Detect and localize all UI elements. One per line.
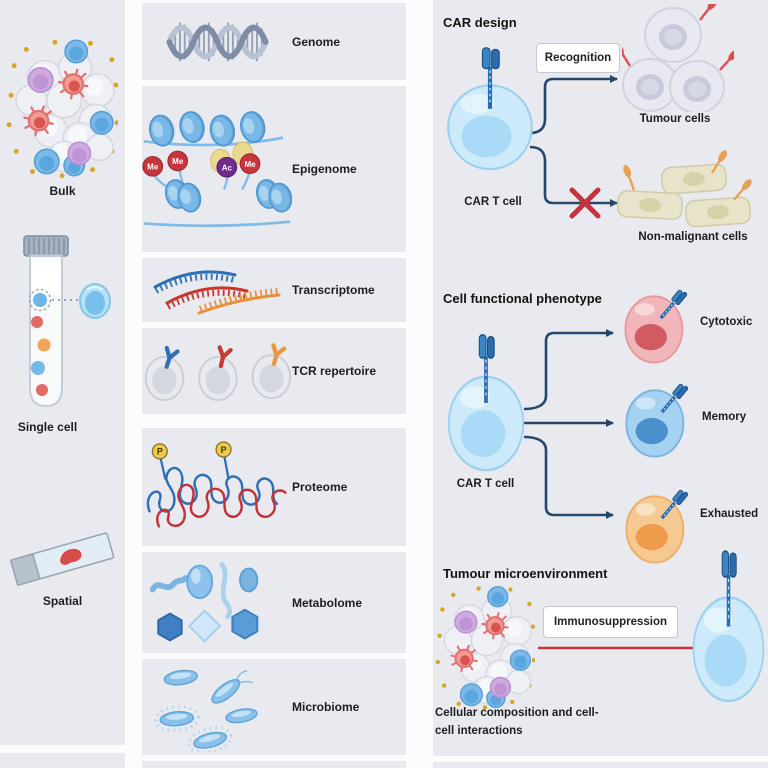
car-design-title: CAR design [443, 15, 517, 30]
recognition-box: Recognition [536, 43, 620, 73]
car-t-cell-label: CAR T cell [464, 196, 522, 208]
proteome-label: Proteome [292, 480, 348, 494]
svg-text:Me: Me [172, 157, 184, 166]
tumour-cells-icon [622, 4, 734, 112]
tcr-row: TCR repertoire [142, 328, 406, 414]
exhausted-cell-icon [621, 480, 698, 565]
exhausted-label: Exhausted [700, 508, 759, 520]
car-t-cell-icon-2 [445, 332, 527, 472]
microenvironment-caption: Cellular composition and cell-cell inter… [435, 707, 599, 738]
samples-panel-next [0, 753, 125, 768]
tumour-cells-label: Tumour cells [639, 113, 711, 125]
svg-text:Me: Me [147, 162, 159, 171]
single-cell-label: Single cell [17, 420, 78, 434]
non-malignant-cells-label: Non-malignant cells [638, 231, 748, 243]
microenvironment-title: Tumour microenvironment [443, 566, 608, 581]
microbiome-label: Microbiome [292, 700, 360, 714]
memory-cell-icon [621, 374, 698, 459]
dna-icon [165, 22, 269, 61]
epigenome-row: Me Me Ac Me Epigenome [142, 86, 406, 252]
immunosuppression-box: Immunosuppression [543, 606, 678, 638]
bacteria-icon [153, 669, 258, 752]
transcriptome-label: Transcriptome [292, 283, 375, 297]
microbiome-row: Microbiome [142, 659, 406, 755]
mrna-strands-icon [153, 270, 281, 315]
genome-label: Genome [292, 34, 341, 49]
test-tube-single-cell-icon [23, 235, 111, 408]
svg-text:P: P [157, 447, 163, 457]
car-t-cell-icon [444, 33, 536, 183]
x-icon [569, 187, 601, 219]
metabolome-label: Metabolome [292, 595, 363, 610]
non-malignant-cells-icon [617, 148, 754, 228]
svg-text:Me: Me [244, 160, 256, 169]
readouts-content: CAR design CAR T cell Recognition Tumour… [433, 0, 768, 756]
genome-row: Genome [142, 3, 406, 80]
epigenome-label: Epigenome [292, 162, 357, 176]
protein-phospho-icon: P P [146, 441, 287, 528]
car-t-cell-label-2: CAR T cell [456, 478, 515, 490]
metabolite-shapes-icon [149, 561, 259, 643]
tumour-cluster-icon [435, 584, 535, 711]
svg-text:Ac: Ac [222, 163, 233, 172]
transcriptome-row: Transcriptome [142, 258, 406, 322]
spatial-slide-icon [9, 532, 115, 587]
next-omics-row [142, 761, 406, 768]
proteome-row: P P Proteome [142, 428, 406, 546]
bulk-cells-icon [6, 36, 118, 181]
readouts-panel-next [433, 762, 768, 768]
cytotoxic-cell-icon [620, 280, 697, 365]
spatial-label: Spatial [42, 594, 83, 608]
tcr-cells-icon [144, 343, 292, 401]
phenotype-title: Cell functional phenotype [443, 291, 602, 306]
nucleosome-chromatin-icon: Me Me Ac Me [142, 108, 292, 228]
svg-text:P: P [221, 445, 227, 455]
metabolome-row: Metabolome [142, 552, 406, 653]
cytotoxic-label: Cytotoxic [700, 316, 753, 328]
memory-label: Memory [702, 411, 747, 423]
bulk-label: Bulk [49, 184, 76, 198]
car-t-cell-icon-3 [690, 548, 767, 703]
tcr-label: TCR repertoire [292, 364, 377, 378]
